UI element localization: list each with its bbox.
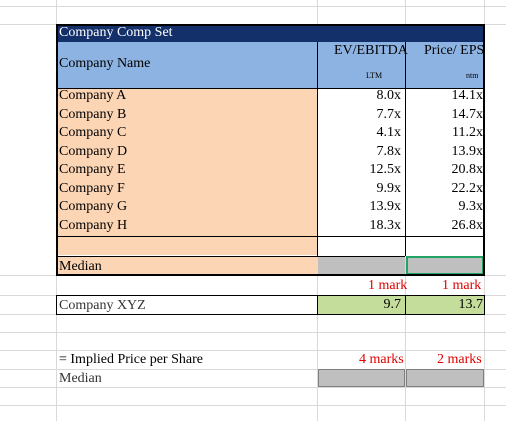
ev-ebitda-cell[interactable]: 12.5x bbox=[369, 162, 402, 177]
header-band bbox=[56, 42, 484, 88]
implied-median-label[interactable]: Median bbox=[59, 372, 102, 386]
comp-set-border bbox=[56, 24, 485, 276]
implied-pe-input[interactable] bbox=[406, 369, 484, 387]
column-divider bbox=[405, 42, 406, 256]
column-divider bbox=[317, 42, 318, 256]
price-eps-cell[interactable]: 22.2x bbox=[451, 180, 484, 196]
ev-ebitda-cell[interactable]: 8.0x bbox=[376, 89, 402, 103]
header-price-eps[interactable]: Price/ EPS bbox=[424, 44, 485, 58]
price-eps-cell[interactable]: 26.8x bbox=[451, 217, 484, 233]
company-name-cell[interactable]: Company D bbox=[59, 143, 128, 159]
price-eps-cell[interactable]: 11.2x bbox=[452, 125, 483, 140]
header-ntm[interactable]: ntm bbox=[466, 72, 479, 80]
price-eps-cell[interactable]: 13.9x bbox=[451, 143, 484, 159]
ev-ebitda-cell[interactable]: 18.3x bbox=[369, 217, 402, 233]
row-divider bbox=[56, 88, 484, 89]
row-divider bbox=[56, 236, 484, 237]
header-company-name[interactable]: Company Name bbox=[59, 57, 151, 71]
target-pe-value[interactable]: 13.7 bbox=[406, 296, 484, 314]
implied-ev-input[interactable] bbox=[318, 369, 405, 387]
company-name-cell[interactable]: Company H bbox=[59, 217, 128, 233]
implied-price-label[interactable]: = Implied Price per Share bbox=[59, 353, 203, 367]
implied-ev-marks-note[interactable]: 4 marks bbox=[359, 353, 404, 367]
company-name-cell[interactable]: Company A bbox=[59, 89, 127, 103]
company-name-cell[interactable]: Company B bbox=[59, 106, 127, 122]
ev-ebitda-cell[interactable]: 13.9x bbox=[369, 199, 402, 214]
ev-marks-note[interactable]: 1 mark bbox=[368, 279, 408, 293]
company-name-cell[interactable]: Company C bbox=[59, 125, 127, 140]
company-name-cell[interactable]: Company F bbox=[59, 180, 125, 196]
pe-marks-note[interactable]: 1 mark bbox=[442, 279, 482, 293]
price-eps-cell[interactable]: 14.1x bbox=[451, 89, 484, 103]
company-name-column: Company A Company B Company C Company D … bbox=[59, 89, 127, 237]
target-company-name[interactable]: Company XYZ bbox=[59, 299, 146, 313]
ev-ebitda-column: 8.0x 7.7x 4.1x 7.8x 12.5x 9.9x 13.9x 18.… bbox=[318, 89, 405, 237]
price-eps-cell[interactable]: 20.8x bbox=[451, 162, 484, 177]
price-eps-cell[interactable]: 9.3x bbox=[458, 199, 484, 214]
target-ev-value[interactable]: 9.7 bbox=[318, 296, 405, 314]
names-background bbox=[56, 88, 318, 255]
median-label-cell[interactable]: Median bbox=[56, 256, 318, 275]
column-divider bbox=[317, 296, 318, 314]
ev-ebitda-cell[interactable]: 7.8x bbox=[376, 143, 402, 159]
company-name-cell[interactable]: Company G bbox=[59, 199, 128, 214]
ev-ebitda-cell[interactable]: 9.9x bbox=[376, 180, 402, 196]
comp-set-title[interactable]: Company Comp Set bbox=[56, 24, 484, 42]
ev-ebitda-cell[interactable]: 7.7x bbox=[376, 106, 402, 122]
column-divider bbox=[405, 296, 406, 314]
price-eps-cell[interactable]: 14.7x bbox=[451, 106, 484, 122]
header-ltm[interactable]: LTM bbox=[366, 72, 383, 80]
median-ev-input[interactable] bbox=[318, 256, 405, 275]
price-eps-column: 14.1x 14.7x 11.2x 13.9x 20.8x 22.2x 9.3x… bbox=[406, 89, 484, 237]
implied-pe-marks-note[interactable]: 2 marks bbox=[437, 353, 482, 367]
ev-ebitda-cell[interactable]: 4.1x bbox=[376, 125, 402, 140]
company-name-cell[interactable]: Company E bbox=[59, 162, 126, 177]
header-ev-ebitda[interactable]: EV/EBITDA bbox=[334, 44, 408, 58]
target-row-border bbox=[56, 295, 485, 315]
